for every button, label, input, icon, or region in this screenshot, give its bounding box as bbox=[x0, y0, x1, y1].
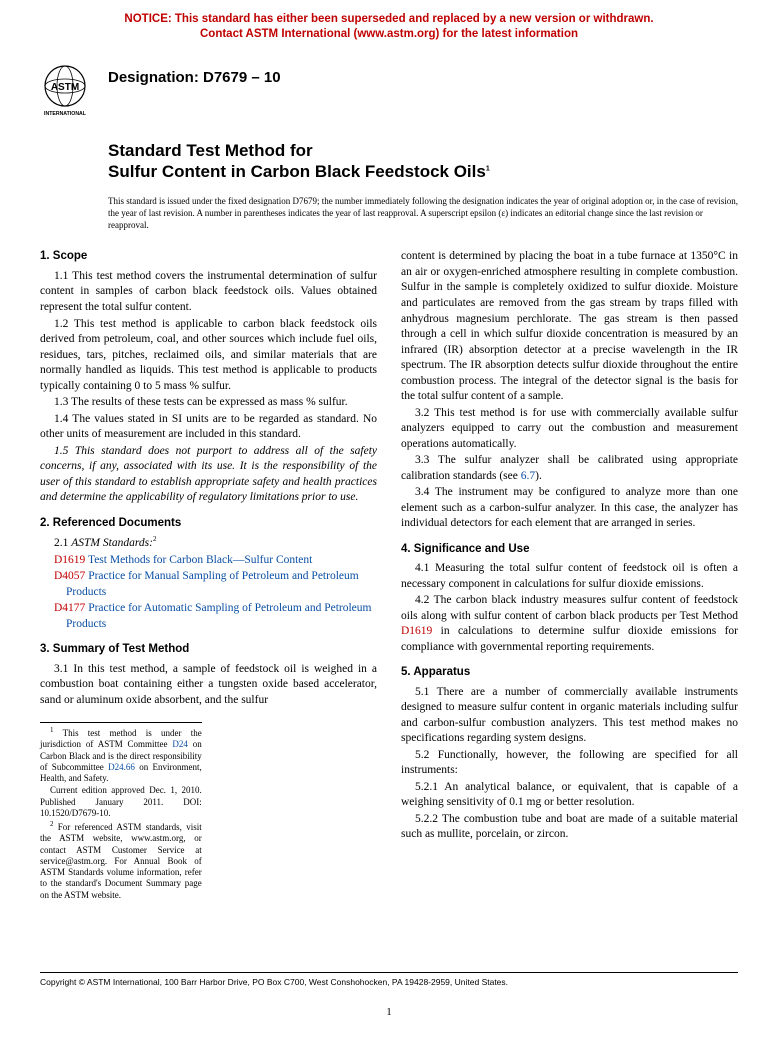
refs-label: ASTM Standards: bbox=[71, 537, 153, 549]
summary-p3: 3.3 The sulfur analyzer shall be calibra… bbox=[401, 453, 738, 484]
section-head-apparatus: 5. Apparatus bbox=[401, 665, 738, 681]
fn2-text: For referenced ASTM standards, visit the… bbox=[40, 822, 202, 900]
footnote-2: 2 For referenced ASTM standards, visit t… bbox=[40, 820, 202, 901]
notice-line-1: NOTICE: This standard has either been su… bbox=[124, 13, 653, 25]
section-head-scope: 1. Scope bbox=[40, 249, 377, 265]
ref-code-2: D4177 bbox=[54, 602, 85, 614]
section-head-refs: 2. Referenced Documents bbox=[40, 516, 377, 532]
designation: Designation: D7679 – 10 bbox=[108, 64, 281, 88]
ref-text-1: Practice for Manual Sampling of Petroleu… bbox=[66, 570, 359, 598]
two-column-body: 1. Scope 1.1 This test method covers the… bbox=[40, 249, 738, 904]
scope-p5: 1.5 This standard does not purport to ad… bbox=[40, 444, 377, 506]
scope-p1: 1.1 This test method covers the instrume… bbox=[40, 269, 377, 316]
apparatus-p22: 5.2.2 The combustion tube and boat are m… bbox=[401, 812, 738, 843]
notice-line-2: Contact ASTM International (www.astm.org… bbox=[200, 28, 578, 40]
apparatus-p1: 5.1 There are a number of commercially a… bbox=[401, 685, 738, 747]
ref-text-0: Test Methods for Carbon Black—Sulfur Con… bbox=[85, 554, 312, 566]
svg-text:ASTM: ASTM bbox=[51, 82, 79, 93]
scope-p4: 1.4 The values stated in SI units are to… bbox=[40, 412, 377, 443]
section-head-summary: 3. Summary of Test Method bbox=[40, 642, 377, 658]
summary-p4: 3.4 The instrument may be configured to … bbox=[401, 485, 738, 532]
title-line-1: Standard Test Method for bbox=[108, 140, 738, 161]
astm-logo: ASTM INTERNATIONAL bbox=[40, 64, 90, 118]
refs-prefix: 2.1 bbox=[54, 537, 71, 549]
summary-p3b: ). bbox=[535, 470, 542, 482]
summary-p1a: 3.1 In this test method, a sample of fee… bbox=[40, 662, 377, 709]
sig-p2-code[interactable]: D1619 bbox=[401, 625, 432, 637]
sig-p2a: 4.2 The carbon black industry measures s… bbox=[401, 594, 738, 622]
title-text: Sulfur Content in Carbon Black Feedstock… bbox=[108, 162, 486, 181]
fn1-link1[interactable]: D24 bbox=[172, 739, 188, 749]
ref-item-1[interactable]: D4057 Practice for Manual Sampling of Pe… bbox=[40, 569, 377, 600]
summary-p2: 3.2 This test method is for use with com… bbox=[401, 406, 738, 453]
issue-note: This standard is issued under the fixed … bbox=[0, 188, 778, 241]
notice-banner: NOTICE: This standard has either been su… bbox=[0, 0, 778, 50]
ref-item-2[interactable]: D4177 Practice for Automatic Sampling of… bbox=[40, 601, 377, 632]
svg-text:INTERNATIONAL: INTERNATIONAL bbox=[44, 111, 87, 117]
ref-code-1: D4057 bbox=[54, 570, 85, 582]
sig-p2b: in calculations to determine sulfur diox… bbox=[401, 625, 738, 653]
ref-item-0[interactable]: D1619 Test Methods for Carbon Black—Sulf… bbox=[40, 553, 377, 569]
summary-p1b: content is determined by placing the boa… bbox=[401, 249, 738, 404]
ref-text-2: Practice for Automatic Sampling of Petro… bbox=[66, 602, 371, 630]
refs-intro: 2.1 ASTM Standards:2 bbox=[40, 535, 377, 551]
content-area: 1. Scope 1.1 This test method covers the… bbox=[0, 241, 778, 912]
header-row: ASTM INTERNATIONAL Designation: D7679 – … bbox=[0, 50, 778, 118]
apparatus-p21: 5.2.1 An analytical balance, or equivale… bbox=[401, 780, 738, 811]
significance-p2: 4.2 The carbon black industry measures s… bbox=[401, 593, 738, 655]
footnote-1d: Current edition approved Dec. 1, 2010. P… bbox=[40, 785, 202, 819]
scope-p2: 1.2 This test method is applicable to ca… bbox=[40, 317, 377, 395]
summary-p3a: 3.3 The sulfur analyzer shall be calibra… bbox=[401, 454, 738, 482]
title-block: Standard Test Method for Sulfur Content … bbox=[0, 118, 778, 189]
scope-p3: 1.3 The results of these tests can be ex… bbox=[40, 395, 377, 411]
title-superscript: 1 bbox=[486, 165, 490, 172]
fn1-link2[interactable]: D24.66 bbox=[108, 762, 135, 772]
significance-p1: 4.1 Measuring the total sulfur content o… bbox=[401, 561, 738, 592]
refs-sup: 2 bbox=[153, 535, 157, 543]
title-line-2: Sulfur Content in Carbon Black Feedstock… bbox=[108, 161, 738, 182]
footnotes: 1 This test method is under the jurisdic… bbox=[40, 722, 202, 901]
footnote-1: 1 This test method is under the jurisdic… bbox=[40, 726, 202, 784]
ref-code-0: D1619 bbox=[54, 554, 85, 566]
bottom-strip: Copyright © ASTM International, 100 Barr… bbox=[40, 972, 738, 988]
apparatus-p2: 5.2 Functionally, however, the following… bbox=[401, 748, 738, 779]
summary-p3-link[interactable]: 6.7 bbox=[521, 470, 535, 482]
section-head-significance: 4. Significance and Use bbox=[401, 542, 738, 558]
copyright-line: Copyright © ASTM International, 100 Barr… bbox=[40, 977, 738, 988]
page-number: 1 bbox=[0, 989, 778, 1020]
